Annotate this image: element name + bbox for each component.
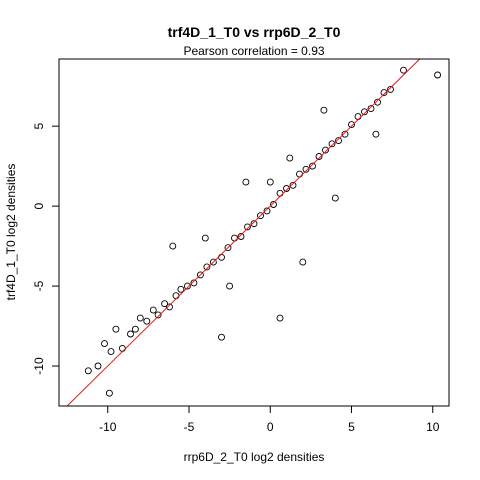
data-point [131, 325, 139, 333]
data-point [372, 130, 380, 138]
data-point [196, 271, 204, 279]
data-point [169, 242, 177, 250]
data-point [166, 303, 173, 311]
plot-area-frame [58, 58, 450, 407]
data-point [434, 71, 442, 79]
data-point [127, 330, 134, 338]
data-point [250, 220, 258, 228]
x-tick-label: 5 [348, 420, 355, 434]
data-point [315, 153, 323, 160]
y-axis: -10 -5 0 5 [32, 123, 60, 375]
x-tick-label: 0 [267, 420, 274, 434]
data-point [302, 165, 310, 173]
data-point [84, 367, 92, 375]
x-tick-label: -5 [184, 420, 195, 434]
data-point [286, 154, 294, 162]
y-tick-label: -10 [32, 357, 46, 375]
data-point [209, 258, 217, 266]
data-point [237, 233, 245, 240]
data-point [149, 306, 157, 314]
data-point [105, 389, 113, 397]
data-point [161, 300, 169, 308]
chart-subtitle: Pearson correlation = 0.93 [183, 44, 324, 58]
x-axis: -10 -5 0 5 10 [99, 405, 440, 434]
data-point [94, 362, 102, 370]
data-point [296, 170, 303, 178]
data-point [201, 234, 209, 242]
data-point [172, 292, 180, 300]
data-point [322, 146, 329, 154]
data-point [154, 311, 162, 319]
y-tick-label: 0 [32, 202, 46, 209]
y-axis-title: trf4D_1_T0 log2 densities [4, 164, 18, 301]
data-point [263, 207, 271, 215]
data-point [257, 212, 264, 220]
data-point [270, 201, 277, 208]
data-point [177, 285, 185, 293]
data-point [101, 340, 108, 348]
data-point [374, 98, 381, 106]
data-point [242, 178, 250, 186]
data-point [299, 258, 307, 266]
data-point [190, 279, 198, 287]
fit-line [66, 58, 421, 407]
data-point [231, 234, 238, 242]
y-tick-label: 5 [32, 123, 46, 130]
data-point [276, 189, 284, 197]
data-point [183, 282, 191, 290]
data-point [380, 89, 388, 97]
data-point [136, 314, 144, 322]
data-point [341, 130, 349, 138]
data-point [107, 348, 115, 356]
chart-title: trf4D_1_T0 vs rrp6D_2_T0 [168, 24, 341, 40]
data-point [309, 162, 316, 170]
data-point [361, 108, 368, 116]
data-point [143, 317, 151, 325]
data-point [203, 263, 211, 271]
data-point [224, 244, 232, 252]
data-point [367, 105, 375, 113]
points-layer [84, 66, 442, 397]
data-point [335, 137, 342, 145]
data-point [331, 194, 339, 202]
x-tick-label: 10 [426, 420, 440, 434]
data-point [276, 314, 284, 322]
y-tick-label: -5 [32, 280, 46, 291]
data-point [354, 113, 362, 121]
data-point [112, 325, 120, 333]
x-tick-label: -10 [99, 420, 117, 434]
data-point [218, 333, 225, 341]
data-point [400, 66, 407, 74]
data-point [226, 282, 234, 290]
data-point [218, 253, 225, 261]
data-point [320, 106, 328, 114]
data-point [289, 181, 297, 189]
data-point [328, 140, 336, 148]
data-point [348, 121, 355, 129]
data-point [387, 85, 394, 93]
data-point [244, 223, 251, 231]
x-axis-title: rrp6D_2_T0 log2 densities [184, 450, 325, 464]
data-point [283, 185, 290, 192]
data-point [266, 178, 274, 186]
data-point [118, 344, 126, 352]
